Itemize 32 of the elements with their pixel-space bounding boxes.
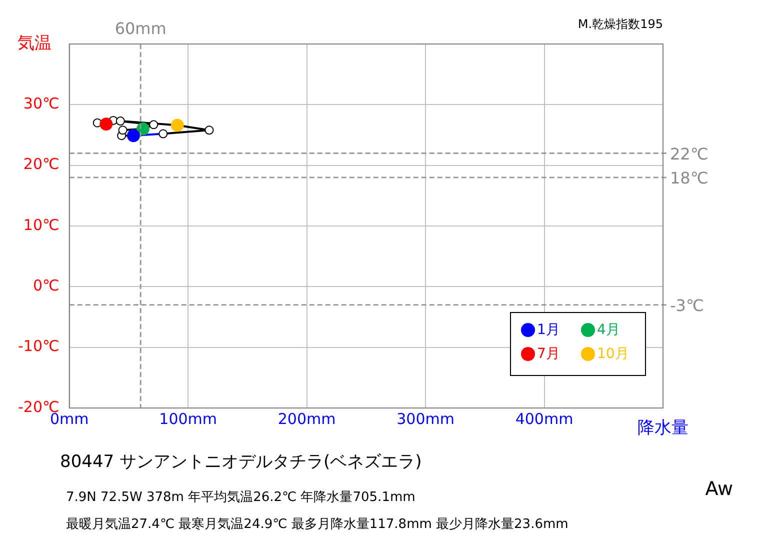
x-axis-title: 降水量 <box>638 418 688 438</box>
legend-label: 10月 <box>597 345 629 363</box>
x-tick-label: 400mm <box>515 410 574 428</box>
point <box>170 118 184 132</box>
y-tick-label: 20℃ <box>23 155 60 174</box>
y-tick-label: 30℃ <box>23 94 60 113</box>
legend-label: 4月 <box>597 321 620 339</box>
ref-line-label: -3℃ <box>670 296 704 316</box>
ref-line-label: 18℃ <box>670 168 708 188</box>
point <box>126 129 140 142</box>
point <box>158 129 168 138</box>
text: M.乾燥指数195 <box>578 16 663 33</box>
y-tick-label: -10℃ <box>18 337 60 356</box>
point <box>149 120 158 130</box>
x-tick-label: 300mm <box>396 410 454 428</box>
text: 80447 サンアントニオデルタチラ(ベネズエラ) <box>60 451 422 473</box>
legend-label: 7月 <box>537 345 560 363</box>
text: Aw <box>705 478 733 500</box>
x-tick-label: 200mm <box>278 410 336 428</box>
ref-line-label: 60mm <box>114 19 166 38</box>
y-axis-title: 気温 <box>17 33 52 54</box>
y-tick-label: 10℃ <box>23 216 60 234</box>
point <box>116 116 125 126</box>
y-tick-label: 0℃ <box>32 276 60 295</box>
legend-label: 1月 <box>537 321 560 339</box>
ref-line-label: 22℃ <box>670 144 708 164</box>
x-tick-label: 100mm <box>159 410 218 428</box>
point <box>204 126 214 135</box>
text: 最暖月気温27.4℃ 最寒月気温24.9℃ 最多月降水量117.8mm 最少月降水量23.6mm <box>66 516 568 533</box>
point <box>118 126 128 135</box>
text: 7.9N 72.5W 378m 年平均気温26.2℃ 年降水量705.1mm <box>66 489 416 506</box>
point <box>100 118 113 131</box>
